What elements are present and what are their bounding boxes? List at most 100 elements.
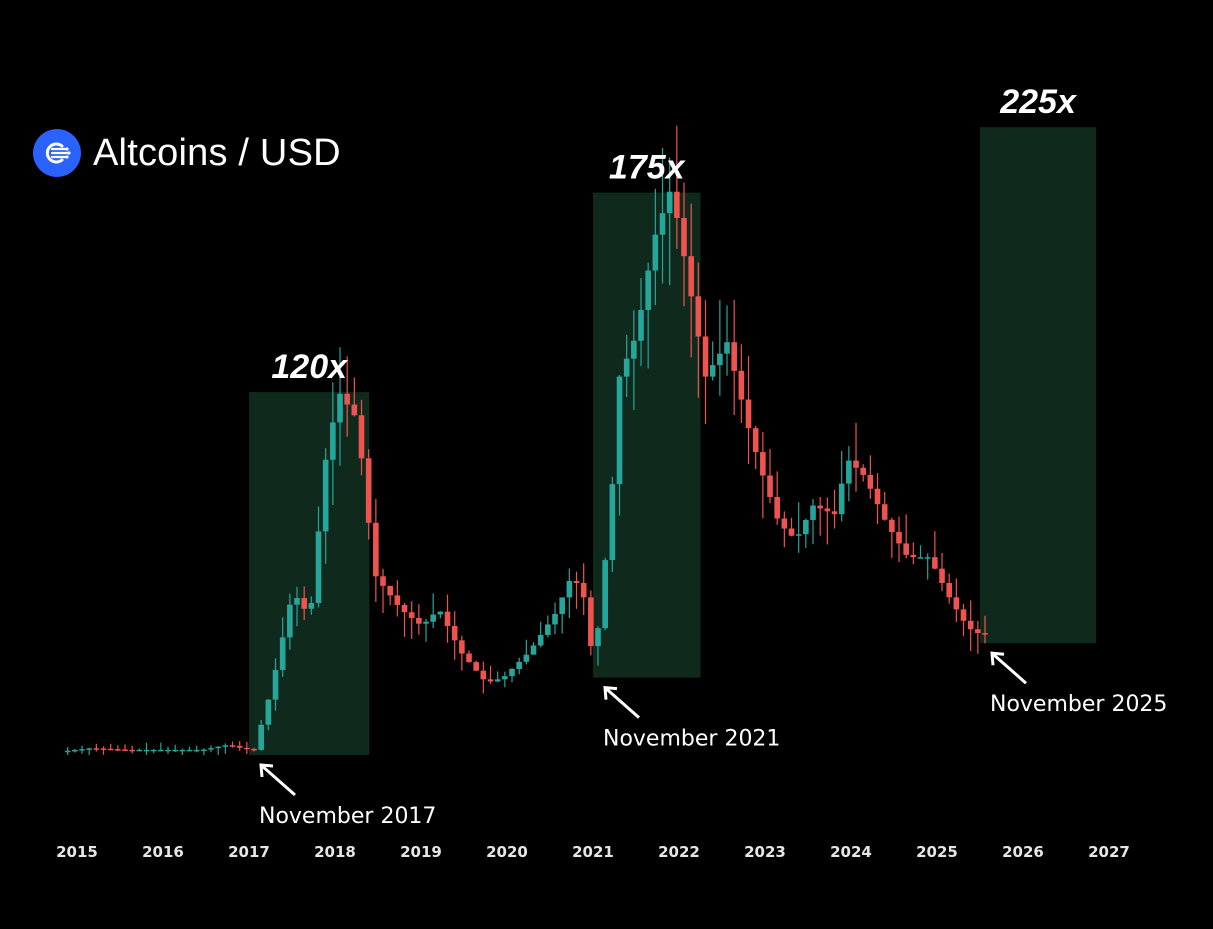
candle-body bbox=[129, 749, 135, 752]
candle-body bbox=[122, 749, 128, 751]
candle-body bbox=[645, 270, 651, 310]
candle-body bbox=[960, 609, 967, 621]
candle-body bbox=[315, 531, 322, 604]
candle-body bbox=[867, 474, 874, 489]
candle-body bbox=[695, 296, 702, 337]
candle-body bbox=[537, 634, 544, 646]
candle-body bbox=[143, 749, 150, 752]
candle-body bbox=[824, 508, 831, 512]
arrow-head-icon bbox=[603, 685, 618, 700]
candle-body bbox=[573, 580, 580, 583]
candle-body bbox=[186, 749, 193, 752]
x-tick-label: 2019 bbox=[400, 843, 442, 861]
candle-body bbox=[781, 518, 788, 529]
candle-body bbox=[545, 624, 551, 635]
candle-body bbox=[838, 483, 845, 515]
candle-body bbox=[480, 670, 487, 680]
multiplier-label: 225x bbox=[999, 83, 1078, 121]
x-tick-label: 2023 bbox=[744, 843, 786, 861]
candle-body bbox=[179, 749, 186, 752]
arrow-icon bbox=[260, 763, 296, 797]
candle-body bbox=[222, 745, 229, 747]
candle-body bbox=[494, 679, 501, 682]
candle-body bbox=[373, 522, 379, 577]
candle-body bbox=[473, 662, 479, 671]
candle-body bbox=[423, 621, 429, 624]
date-annotation: November 2017 bbox=[259, 804, 436, 829]
candle-body bbox=[874, 488, 881, 505]
candle-body bbox=[580, 583, 587, 598]
candle-body bbox=[810, 505, 816, 520]
candle-body bbox=[416, 617, 422, 624]
x-tick-label: 2022 bbox=[658, 843, 700, 861]
candle-body bbox=[752, 428, 759, 453]
candle-body bbox=[294, 598, 300, 605]
candle-body bbox=[451, 626, 458, 641]
candle-body bbox=[917, 557, 924, 559]
candle-body bbox=[487, 679, 494, 682]
candle-body bbox=[659, 213, 666, 235]
candle-body bbox=[208, 748, 214, 750]
candle-body bbox=[502, 676, 508, 680]
candle-body bbox=[251, 748, 257, 751]
candle-body bbox=[344, 393, 350, 405]
candle-body bbox=[595, 628, 601, 647]
candle-body bbox=[717, 353, 723, 366]
candle-body bbox=[788, 528, 795, 536]
candle-body bbox=[602, 560, 608, 629]
candle-body bbox=[530, 645, 537, 655]
candle-body bbox=[193, 749, 200, 752]
candle-body bbox=[638, 309, 644, 341]
candle-body bbox=[150, 749, 157, 752]
multiplier-label: 120x bbox=[271, 348, 349, 386]
candle-body bbox=[172, 749, 178, 752]
candle-body bbox=[72, 749, 78, 752]
candle-body bbox=[244, 747, 250, 750]
candle-body bbox=[652, 234, 659, 271]
date-annotation: November 2025 bbox=[990, 692, 1167, 717]
candle-body bbox=[910, 554, 917, 558]
candle-body bbox=[774, 497, 780, 519]
candle-body bbox=[881, 504, 888, 520]
candle-body bbox=[666, 191, 673, 214]
candle-body bbox=[86, 748, 92, 750]
candle-body bbox=[946, 583, 952, 598]
x-axis: 2015 2016 2017 2018 2019 2020 2021 2022 2023 2024… bbox=[56, 843, 1130, 861]
candle-body bbox=[459, 640, 465, 654]
candle-body bbox=[158, 749, 164, 752]
arrow-head-icon bbox=[990, 651, 1005, 666]
candle-body bbox=[932, 557, 938, 569]
candle-body bbox=[279, 637, 286, 671]
candle-body bbox=[523, 654, 530, 662]
x-tick-label: 2018 bbox=[314, 843, 356, 861]
candle-body bbox=[831, 511, 838, 515]
candle-body bbox=[330, 422, 336, 460]
candle-body bbox=[745, 399, 752, 429]
candle-body bbox=[674, 191, 680, 218]
x-tick-label: 2025 bbox=[916, 843, 958, 861]
candle-body bbox=[272, 670, 279, 700]
candle-body bbox=[215, 746, 221, 749]
date-annotation: November 2021 bbox=[603, 727, 780, 752]
candle-body bbox=[760, 452, 766, 476]
candle-body bbox=[380, 576, 386, 586]
candle-body bbox=[982, 633, 988, 635]
candle-body bbox=[337, 393, 343, 423]
candle-body bbox=[466, 653, 472, 663]
candle-body bbox=[702, 336, 709, 377]
candle-body bbox=[430, 614, 436, 622]
candle-body bbox=[566, 580, 573, 598]
highlight-box bbox=[249, 392, 370, 755]
candle-body bbox=[631, 340, 637, 359]
x-tick-label: 2024 bbox=[830, 843, 872, 861]
candle-body bbox=[939, 568, 945, 583]
candle-body bbox=[889, 519, 895, 532]
candle-body bbox=[322, 459, 329, 532]
candle-body bbox=[287, 604, 293, 638]
chart-title: Altcoins / USD bbox=[93, 131, 341, 174]
annotation-labels: 120x November 2017 175x November 2021 225x No… bbox=[259, 83, 1167, 829]
candle-body bbox=[853, 460, 859, 468]
candle-body bbox=[93, 748, 100, 750]
candle-body bbox=[516, 661, 522, 669]
